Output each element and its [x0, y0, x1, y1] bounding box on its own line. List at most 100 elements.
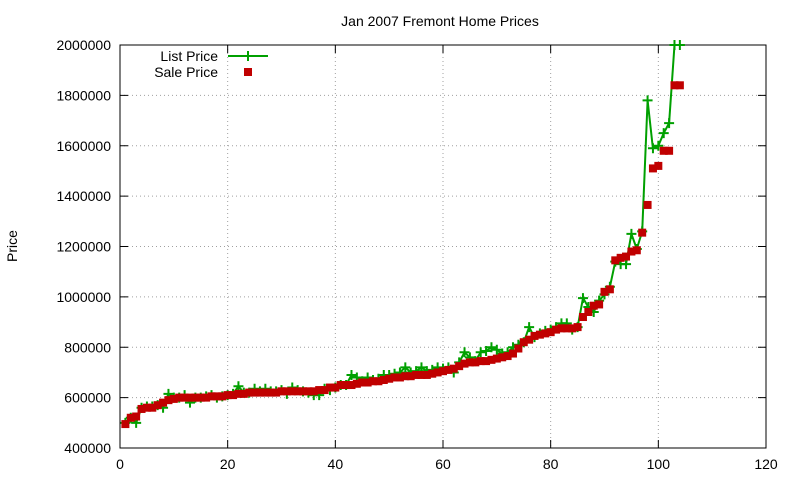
data-point-sale-price	[164, 396, 173, 405]
data-point-sale-price	[675, 81, 684, 90]
data-point-sale-price	[159, 398, 168, 407]
data-point-sale-price	[202, 393, 211, 402]
data-point-sale-price	[417, 370, 426, 379]
data-point-sale-price	[180, 393, 189, 402]
x-tick-label: 60	[435, 456, 451, 472]
data-point-sale-price	[665, 146, 674, 155]
data-point-sale-price	[245, 388, 254, 397]
x-tick-label: 80	[543, 456, 559, 472]
data-point-sale-price	[595, 300, 604, 309]
data-point-sale-price	[272, 388, 281, 397]
series-list-price	[120, 40, 685, 428]
x-tick-label: 40	[328, 456, 344, 472]
data-point-list-price	[647, 143, 658, 154]
series-line-list-price	[124, 44, 680, 425]
data-point-sale-price	[455, 362, 464, 371]
y-tick-label: 1400000	[56, 188, 111, 204]
data-point-sale-price	[153, 401, 162, 410]
data-point-sale-price	[212, 392, 221, 401]
y-tick-label: 800000	[64, 339, 111, 355]
data-point-sale-price	[557, 324, 566, 333]
data-point-sale-price	[535, 330, 544, 339]
data-point-sale-price	[428, 369, 437, 378]
data-point-sale-price	[546, 328, 555, 337]
data-point-sale-price	[605, 285, 614, 294]
data-point-sale-price	[401, 372, 410, 381]
data-point-sale-price	[616, 253, 625, 262]
data-point-sale-price	[622, 252, 631, 261]
data-point-list-price	[658, 128, 669, 139]
data-point-list-price	[459, 347, 470, 358]
data-point-sale-price	[336, 381, 345, 390]
data-point-list-price	[642, 95, 653, 106]
y-tick-label: 1000000	[56, 289, 111, 305]
data-point-sale-price	[487, 355, 496, 364]
data-point-sale-price	[325, 383, 334, 392]
data-point-sale-price	[185, 393, 194, 402]
legend-marker-sale-price	[244, 68, 252, 76]
data-point-sale-price	[648, 164, 657, 173]
data-point-sale-price	[508, 349, 517, 358]
axis-ticks: 400000 600000 800000 1000000 1200000 1400000 1…	[56, 37, 777, 472]
data-point-sale-price	[552, 325, 561, 334]
data-point-sale-price	[573, 323, 582, 332]
grid	[120, 45, 766, 448]
data-point-sale-price	[352, 379, 361, 388]
data-point-sale-price	[320, 386, 329, 395]
data-point-sale-price	[433, 368, 442, 377]
data-point-sale-price	[347, 381, 356, 390]
data-point-sale-price	[293, 387, 302, 396]
data-point-list-price	[475, 347, 486, 358]
data-point-sale-price	[390, 373, 399, 382]
legend-marker-list-price	[243, 51, 253, 61]
data-point-sale-price	[525, 335, 534, 344]
data-point-sale-price	[406, 372, 415, 381]
data-point-sale-price	[503, 352, 512, 361]
data-point-sale-price	[137, 404, 146, 413]
series-sale-price	[121, 81, 684, 429]
data-point-sale-price	[250, 388, 259, 397]
data-point-sale-price	[358, 378, 367, 387]
data-point-list-price	[233, 381, 244, 392]
data-point-list-price	[577, 293, 588, 304]
data-point-sale-price	[315, 386, 324, 395]
data-point-sale-price	[218, 392, 227, 401]
data-point-sale-price	[632, 246, 641, 255]
data-point-sale-price	[611, 256, 620, 265]
data-point-sale-price	[562, 324, 571, 333]
data-point-sale-price	[600, 287, 609, 296]
data-point-sale-price	[395, 373, 404, 382]
data-point-sale-price	[492, 354, 501, 363]
data-point-list-price	[674, 40, 685, 50]
data-point-list-price	[400, 362, 411, 373]
data-point-sale-price	[266, 388, 275, 397]
data-point-sale-price	[444, 365, 453, 374]
data-point-list-price	[524, 322, 535, 333]
data-point-sale-price	[670, 81, 679, 90]
data-point-sale-price	[191, 393, 200, 402]
data-point-sale-price	[282, 387, 291, 396]
y-axis-label: Price	[4, 230, 20, 262]
data-point-sale-price	[374, 377, 383, 386]
data-point-list-price	[621, 259, 632, 270]
data-point-sale-price	[277, 387, 286, 396]
data-point-sale-price	[126, 413, 135, 422]
data-point-sale-price	[568, 324, 577, 333]
data-point-sale-price	[449, 364, 458, 373]
legend-label-sale-price: Sale Price	[154, 64, 218, 80]
data-point-sale-price	[304, 387, 313, 396]
data-point-sale-price	[482, 357, 491, 366]
y-tick-label: 600000	[64, 390, 111, 406]
data-point-sale-price	[121, 420, 130, 429]
data-point-sale-price	[299, 387, 308, 396]
data-point-list-price	[653, 140, 664, 151]
series-layer	[120, 40, 685, 429]
data-point-sale-price	[541, 329, 550, 338]
x-tick-label: 100	[647, 456, 671, 472]
data-point-sale-price	[471, 358, 480, 367]
data-point-sale-price	[530, 331, 539, 340]
data-point-sale-price	[385, 374, 394, 383]
data-point-sale-price	[638, 228, 647, 237]
y-tick-label: 400000	[64, 440, 111, 456]
